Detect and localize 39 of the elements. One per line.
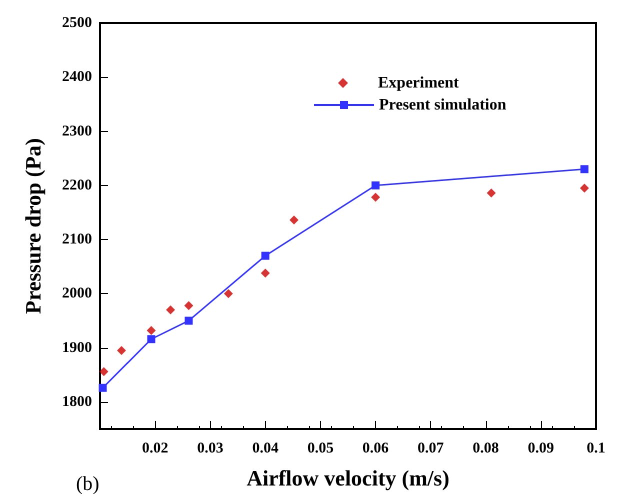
x-tick-label: 0.06 <box>362 440 390 456</box>
x-tick-label: 0.09 <box>528 440 554 456</box>
x-tick-label: 0.05 <box>307 440 334 456</box>
point <box>147 335 156 344</box>
x-tick-label: 0.08 <box>472 440 499 456</box>
point <box>184 316 193 325</box>
x-tick-label: 0.07 <box>418 440 444 456</box>
legend-label: Present simulation <box>379 96 506 114</box>
point <box>261 252 270 260</box>
point <box>260 268 270 278</box>
point <box>99 367 108 376</box>
point <box>580 165 588 174</box>
y-tick-label: 1900 <box>62 340 92 356</box>
point <box>371 192 380 202</box>
x-tick-label: 0.04 <box>252 440 279 456</box>
y-tick-label: 1800 <box>62 394 92 410</box>
y-tick-label: 2400 <box>62 69 92 86</box>
point <box>289 216 298 225</box>
y-tick-label: 2100 <box>62 232 92 248</box>
y-tick-label: 2500 <box>62 15 92 31</box>
point <box>372 181 380 190</box>
y-tick-label: 2300 <box>62 123 92 140</box>
y-axis-title: Pressure drop (Pa) <box>20 138 46 314</box>
x-tick-label: 0.1 <box>586 440 606 456</box>
legend-label: Experiment <box>378 74 460 92</box>
y-tick-label: 2000 <box>62 286 92 302</box>
point <box>184 301 194 310</box>
point <box>580 184 589 193</box>
point <box>224 289 233 298</box>
y-tick-label: 2200 <box>62 177 92 194</box>
x-tick-label: 0.02 <box>142 440 168 456</box>
point <box>486 188 496 198</box>
x-tick-label: 0.03 <box>197 440 224 456</box>
point <box>146 326 156 335</box>
x-axis-title: Airflow velocity (m/s) <box>246 466 450 490</box>
point <box>98 384 107 392</box>
point <box>166 305 176 314</box>
text: (b) <box>76 473 100 495</box>
point <box>116 346 126 356</box>
